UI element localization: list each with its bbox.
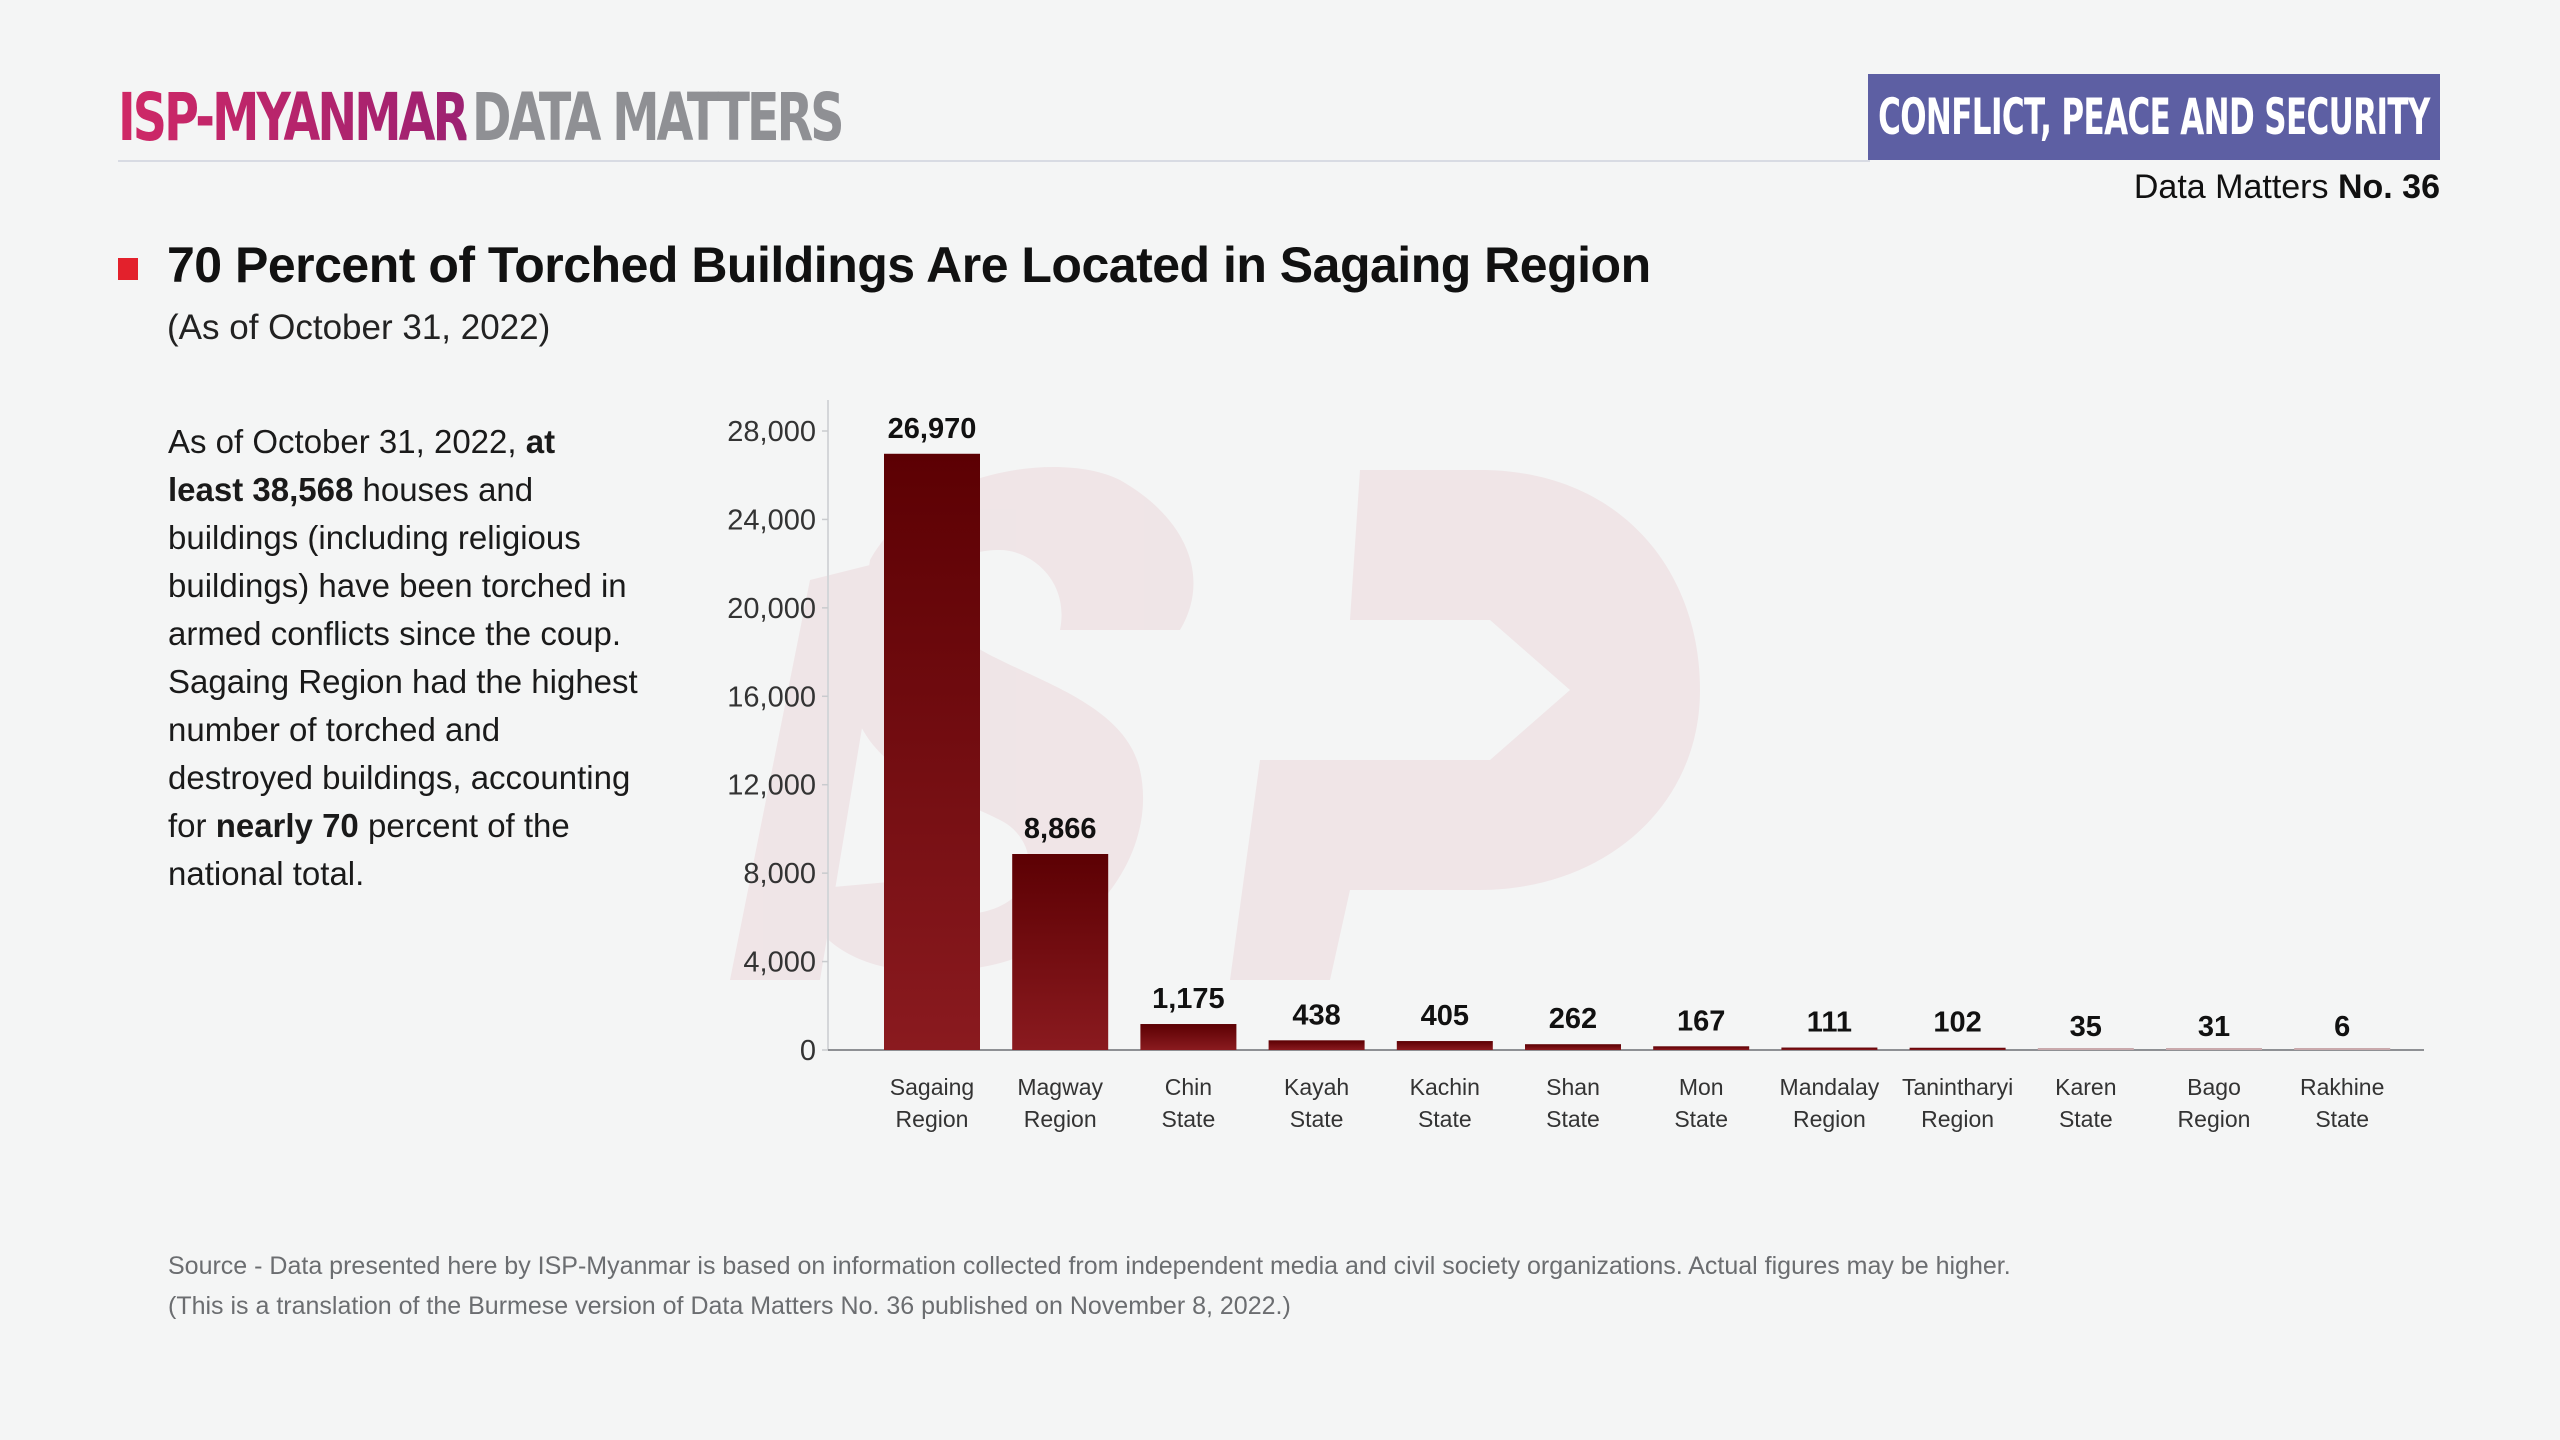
x-tick-label: Magway	[1017, 1074, 1103, 1100]
data-label: 167	[1677, 1005, 1725, 1037]
x-tick-label: Sagaing	[890, 1074, 974, 1100]
summary-bold-2: nearly 70	[215, 807, 359, 844]
watermark-letter-p-arrow	[1200, 470, 1700, 980]
bar-tanintharyi	[1909, 1047, 2006, 1050]
data-label: 102	[1933, 1007, 1981, 1039]
x-tick-label: State	[1546, 1106, 1600, 1132]
data-label: 438	[1292, 999, 1340, 1031]
summary-text-2: houses and buildings (including religiou…	[168, 471, 638, 844]
bar-rakhine	[2294, 1048, 2391, 1050]
summary-paragraph: As of October 31, 2022, at least 38,568 …	[168, 418, 638, 898]
x-tick-label: State	[1290, 1106, 1344, 1132]
x-tick-label: Kayah	[1284, 1074, 1349, 1100]
summary-text-1: As of October 31, 2022,	[168, 423, 526, 460]
data-label: 405	[1421, 1000, 1469, 1032]
x-tick-label: Region	[2178, 1106, 2251, 1132]
brand-logo: ISP-MYANMARDATA MATTERS	[118, 78, 845, 158]
issue-number-value: No. 36	[2337, 168, 2440, 206]
y-tick-label: 20,000	[727, 593, 816, 625]
summary-bold-1: at least 38,568	[168, 423, 556, 508]
x-tick-label: Region	[1921, 1106, 1994, 1132]
page-title: 70 Percent of Torched Buildings Are Loca…	[167, 237, 1651, 293]
y-tick-label: 16,000	[727, 681, 816, 713]
x-tick-label: Karen	[2055, 1074, 2116, 1100]
x-tick-label: Rakhine	[2300, 1074, 2384, 1100]
y-tick-label: 28,000	[727, 416, 816, 448]
x-tick-label: State	[1674, 1106, 1728, 1132]
bar-magway	[1012, 853, 1109, 1050]
data-label: 6	[2334, 1011, 2350, 1043]
bar-chin	[1140, 1024, 1237, 1050]
y-tick-label: 8,000	[743, 858, 816, 890]
x-tick-label: Region	[896, 1106, 969, 1132]
bar-mandalay	[1781, 1047, 1878, 1050]
summary-text-3: percent of the national total.	[168, 807, 570, 892]
data-label: 111	[1807, 1007, 1852, 1039]
category-badge: CONFLICT, PEACE AND SECURITY	[1868, 74, 2440, 160]
bar-bago	[2166, 1048, 2262, 1050]
brand-secondary: DATA MATTERS	[472, 79, 844, 156]
x-tick-label: State	[2059, 1106, 2113, 1132]
x-tick-label: State	[2315, 1106, 2369, 1132]
x-tick-label: Chin	[1165, 1074, 1212, 1100]
bar-mon	[1653, 1046, 1750, 1050]
x-tick-label: Kachin	[1410, 1074, 1480, 1100]
title-marker	[118, 258, 138, 280]
brand-primary: ISP-MYANMAR	[118, 79, 469, 156]
watermark-letter-i	[730, 560, 890, 980]
x-tick-label: Region	[1793, 1106, 1866, 1132]
data-label: 35	[2070, 1011, 2102, 1043]
y-tick-label: 4,000	[743, 947, 816, 979]
footer: Source - Data presented here by ISP-Myan…	[168, 1246, 2011, 1326]
category-badge-label: CONFLICT, PEACE AND SECURITY	[1878, 88, 2430, 146]
data-label: 8,866	[1024, 813, 1097, 845]
data-label: 31	[2198, 1011, 2230, 1043]
issue-prefix: Data Matters	[2133, 168, 2329, 206]
data-label: 1,175	[1152, 983, 1225, 1015]
x-tick-label: Bago	[2187, 1074, 2241, 1100]
data-label: 26,970	[888, 413, 977, 445]
x-tick-label: Region	[1024, 1106, 1097, 1132]
y-tick-label: 24,000	[727, 504, 816, 536]
y-tick-label: 0	[800, 1035, 816, 1067]
bar-kachin	[1396, 1041, 1493, 1050]
bar-karen	[2037, 1048, 2134, 1050]
x-tick-label: State	[1162, 1106, 1216, 1132]
page-subtitle: (As of October 31, 2022)	[167, 308, 551, 347]
x-tick-label: Tanintharyi	[1902, 1074, 2013, 1100]
bar-sagaing	[884, 453, 980, 1050]
bar-shan	[1525, 1044, 1621, 1050]
x-tick-label: Mon	[1679, 1074, 1724, 1100]
issue-number: Data Matters No. 36	[2134, 168, 2440, 207]
source-note: Source - Data presented here by ISP-Myan…	[168, 1252, 2011, 1280]
bar-kayah	[1268, 1040, 1365, 1050]
x-tick-label: Mandalay	[1780, 1074, 1880, 1100]
x-tick-label: State	[1418, 1106, 1472, 1132]
x-tick-label: Shan	[1546, 1074, 1600, 1100]
data-label: 262	[1549, 1003, 1597, 1035]
header-divider	[118, 160, 1870, 162]
translation-note: (This is a translation of the Burmese ve…	[168, 1292, 1291, 1320]
y-tick-label: 12,000	[727, 770, 816, 802]
